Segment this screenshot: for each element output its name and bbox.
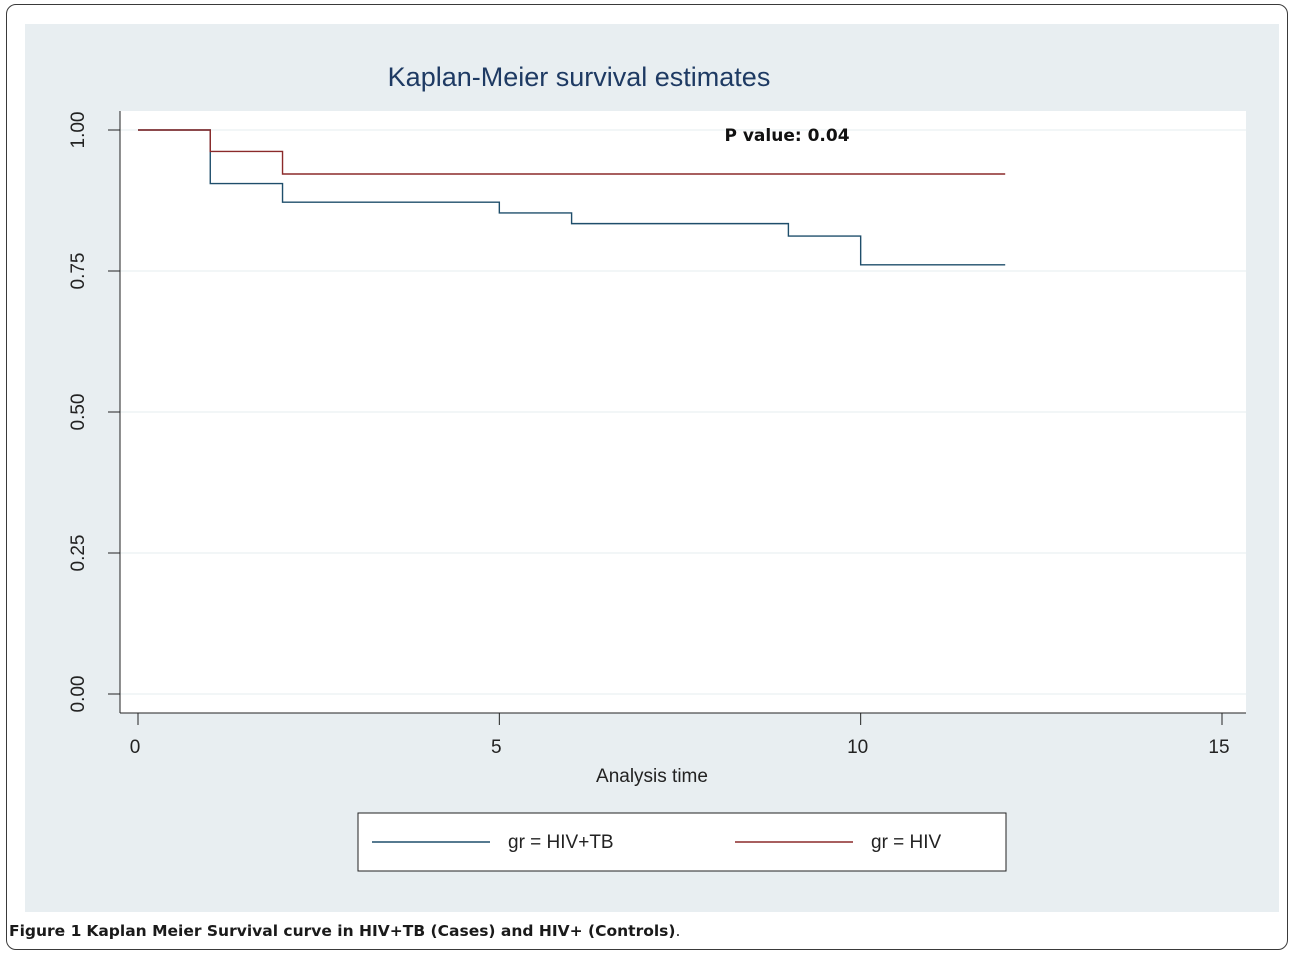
figure-frame [6, 4, 1288, 950]
x-tick-label: 5 [491, 737, 502, 758]
caption-text: Kaplan Meier Survival curve in HIV+TB (C… [86, 922, 676, 940]
y-tick-label: 1.00 [68, 112, 89, 149]
caption-label: Figure 1 [9, 922, 82, 940]
x-axis-title: Analysis time [596, 766, 708, 787]
figure-caption: Figure 1 Kaplan Meier Survival curve in … [9, 922, 680, 940]
y-tick-label: 0.25 [68, 535, 89, 572]
series-line-hiv-tb [138, 129, 1006, 266]
x-tick-label: 15 [1208, 737, 1229, 758]
legend-label: gr = HIV+TB [508, 832, 614, 853]
caption-end: . [675, 922, 681, 940]
series-line-hiv [138, 129, 1006, 175]
chart-title: Kaplan-Meier survival estimates [388, 62, 771, 92]
y-tick-label: 0.50 [68, 394, 89, 431]
p-value-annotation: P value: 0.04 [724, 126, 849, 146]
y-tick-label: 0.75 [68, 253, 89, 290]
x-tick-label: 10 [847, 737, 868, 758]
legend-label: gr = HIV [871, 832, 942, 853]
y-tick-label: 0.00 [68, 676, 89, 713]
x-tick-label: 0 [130, 737, 141, 758]
